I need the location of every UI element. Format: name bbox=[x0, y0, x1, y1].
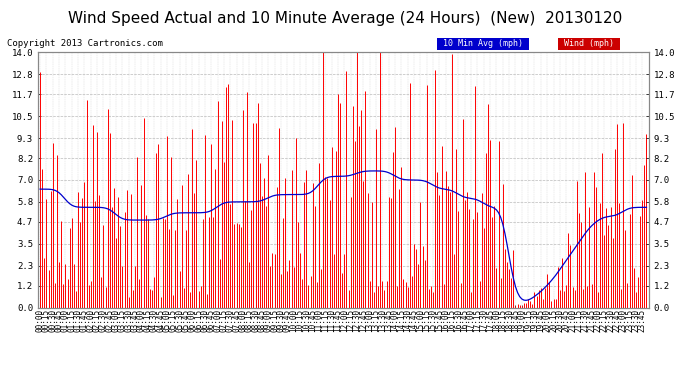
Text: Wind Speed Actual and 10 Minute Average (24 Hours)  (New)  20130120: Wind Speed Actual and 10 Minute Average … bbox=[68, 11, 622, 26]
Text: Copyright 2013 Cartronics.com: Copyright 2013 Cartronics.com bbox=[7, 39, 163, 48]
Text: 10 Min Avg (mph): 10 Min Avg (mph) bbox=[438, 39, 528, 48]
Text: Wind (mph): Wind (mph) bbox=[559, 39, 619, 48]
